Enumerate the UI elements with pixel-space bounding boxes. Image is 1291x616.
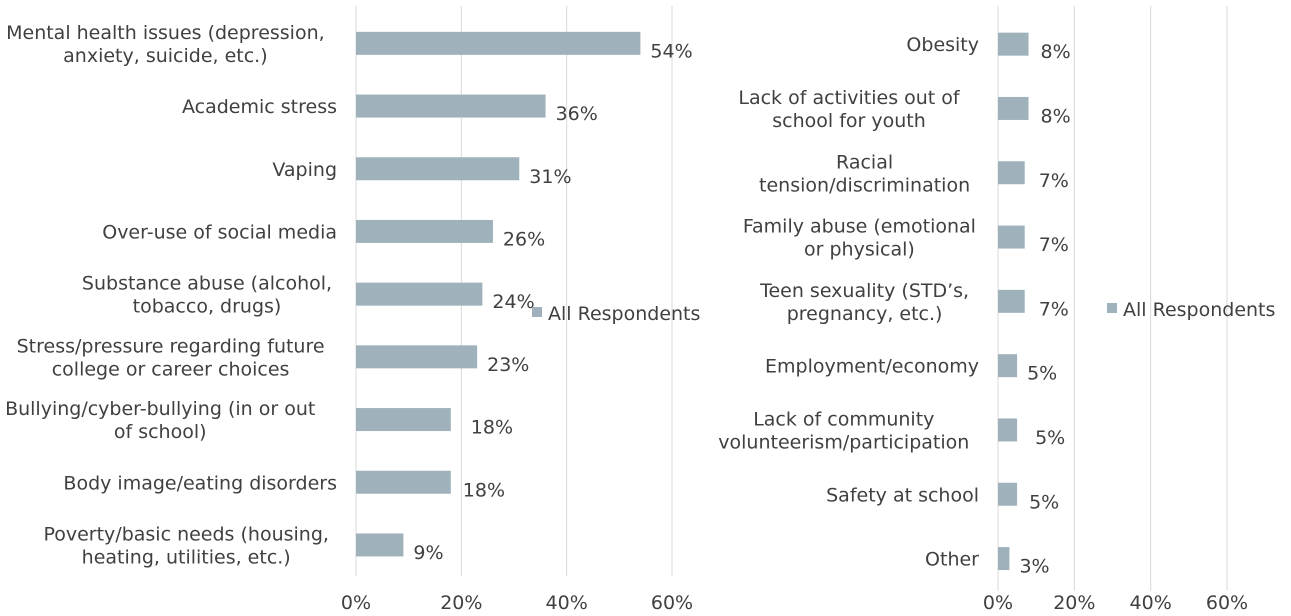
category-label: Lack of activities out of school for yout… xyxy=(738,87,961,132)
chart-panel-2: 0% 20% 40% 60% Obesity 8% Lack of activities o… xyxy=(718,6,1275,614)
data-label: 54% xyxy=(650,40,692,62)
data-label: 8% xyxy=(1041,105,1071,127)
x-tick-label: 0% xyxy=(983,592,1013,614)
legend-swatch xyxy=(1107,303,1117,313)
bar xyxy=(356,219,493,243)
category-label: Over-use of social media xyxy=(102,221,337,243)
bar xyxy=(356,94,546,118)
bar xyxy=(356,470,451,494)
category-label: Academic stress xyxy=(182,96,337,118)
legend-swatch xyxy=(532,307,542,317)
category-label: Other xyxy=(925,549,979,571)
category-label: Body image/eating disorders xyxy=(63,472,337,494)
bar xyxy=(998,96,1029,120)
category-label: Teen sexuality (STD’s, pregnancy, etc.) xyxy=(759,280,969,325)
data-label: 7% xyxy=(1039,170,1069,192)
category-label: Mental health issues (depression, anxiety… xyxy=(6,22,325,67)
x-tick-label: 20% xyxy=(1053,592,1095,614)
x-tick-label: 0% xyxy=(341,592,371,614)
data-label: 3% xyxy=(1019,556,1049,578)
category-label: Substance abuse (alcohol, tobacco, drugs) xyxy=(82,273,332,318)
data-label: 24% xyxy=(492,291,534,313)
data-label: 5% xyxy=(1027,363,1057,385)
category-label: Stress/pressure regarding future college … xyxy=(17,335,325,380)
bar xyxy=(356,408,451,432)
data-label: 5% xyxy=(1035,427,1065,449)
data-label: 5% xyxy=(1029,491,1059,513)
bar xyxy=(998,161,1025,185)
bar xyxy=(998,354,1018,378)
x-tick-label: 60% xyxy=(651,592,693,614)
bar xyxy=(356,533,404,557)
category-label: Lack of community volunteerism/participat… xyxy=(718,408,969,453)
data-label: 26% xyxy=(503,228,545,250)
x-tick-label: 40% xyxy=(1130,592,1172,614)
chart-panel-1: 0% 20% 40% 60% Mental health issues (depress… xyxy=(5,6,700,614)
data-label: 7% xyxy=(1039,298,1069,320)
x-tick-label: 40% xyxy=(546,592,588,614)
data-label: 18% xyxy=(463,479,505,501)
bar xyxy=(998,289,1025,313)
bar xyxy=(998,547,1010,571)
bar xyxy=(998,418,1018,442)
category-label: Racial tension/discrimination xyxy=(759,151,970,196)
category-label: Family abuse (emotional or physical) xyxy=(743,216,976,261)
data-label: 23% xyxy=(487,354,529,376)
bar xyxy=(998,225,1025,249)
x-tick-label: 20% xyxy=(440,592,482,614)
x-tick-label: 60% xyxy=(1206,592,1248,614)
category-label: Safety at school xyxy=(826,484,979,506)
legend-label: All Respondents xyxy=(548,303,700,325)
category-label: Employment/economy xyxy=(765,356,979,378)
category-label: Poverty/basic needs (housing, heating, ut… xyxy=(43,523,328,568)
data-label: 8% xyxy=(1041,41,1071,63)
data-label: 9% xyxy=(413,542,443,564)
bar xyxy=(356,345,478,369)
bar xyxy=(356,282,483,306)
category-label: Obesity xyxy=(906,34,979,56)
bar xyxy=(356,157,520,181)
data-label: 7% xyxy=(1039,234,1069,256)
category-label: Bullying/cyber-bullying (in or out of sch… xyxy=(5,398,315,443)
category-label: Vaping xyxy=(272,159,337,181)
bar xyxy=(356,31,641,55)
legend: All Respondents xyxy=(1107,299,1275,321)
data-label: 18% xyxy=(471,417,513,439)
data-label: 36% xyxy=(556,103,598,125)
bar xyxy=(998,32,1029,56)
data-label: 31% xyxy=(529,166,571,188)
legend: All Respondents xyxy=(532,303,700,325)
legend-label: All Respondents xyxy=(1123,299,1275,321)
bar xyxy=(998,482,1018,506)
